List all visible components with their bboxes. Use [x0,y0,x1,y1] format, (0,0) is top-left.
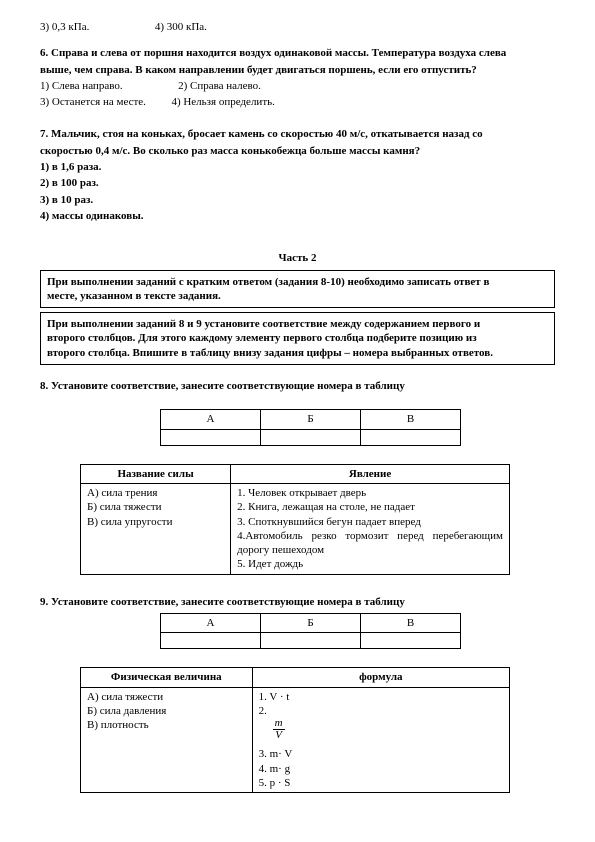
q7-line1: 7. Мальчик, стоя на коньках, бросает кам… [40,127,555,141]
q9-title: 9. Установите соответствие, занесите соо… [40,595,555,609]
q-top-opt4: 4) 300 кПа. [155,20,207,34]
q8-left-a: А) сила трения [87,486,224,500]
q8-ans-v[interactable] [361,429,461,445]
q9-r1: 1. V · t [259,690,503,704]
part2-box2b: второго столбцов. Для этого каждому элем… [47,331,548,345]
q9-r2: 2. [259,705,267,717]
q8-abv-v: В [361,410,461,429]
q9-left-b: Б) сила давления [87,704,246,718]
q8-r1: 1. Человек открывает дверь [237,486,503,500]
q8-abv-a: А [161,410,261,429]
q6-line2: выше, чем справа. В каком направлении бу… [40,63,555,77]
q-top-options: 3) 0,3 кПа. 4) 300 кПа. [40,20,555,34]
part2-title: Часть 2 [40,251,555,265]
q9-frac-wrap: m V [259,718,503,741]
part2-box1a: При выполнении заданий с кратким ответом… [47,275,548,289]
q6-text1: Справа и слева от поршня находится возду… [51,47,506,59]
q8-hdr2: Явление [231,464,510,483]
q8-r5: 5. Идет дождь [237,557,503,571]
q8-ans-a[interactable] [161,429,261,445]
q9-left-v: В) плотность [87,718,246,732]
q9-abv-b: Б [261,614,361,633]
q8-title: 8. Установите соответствие, занесите соо… [40,379,555,393]
q8-left-cell: А) сила трения Б) сила тяжести В) сила у… [81,483,231,574]
q8-right-cell: 1. Человек открывает дверь 2. Книга, леж… [231,483,510,574]
q8-match-table: Название силы Явление А) сила трения Б) … [80,464,510,575]
q9-r3: 3. m· V [259,747,503,761]
q9-abv-v: В [361,614,461,633]
q9-left-cell: А) сила тяжести Б) сила давления В) плот… [81,687,253,792]
part2-box1: При выполнении заданий с кратким ответом… [40,270,555,309]
q8-left-v: В) сила упругости [87,515,224,529]
q9-r5: 5. p · S [259,776,503,790]
q6-opt2: 2) Справа налево. [178,79,261,93]
q9-fraction: m V [273,718,285,741]
q9-hdr1: Физическая величина [81,668,253,687]
q9-left-a: А) сила тяжести [87,690,246,704]
q9-r2-wrap: 2. [259,704,503,718]
q7-opt1: 1) в 1,6 раза. [40,160,555,174]
q9-ans-b[interactable] [261,633,361,649]
part2-box2: При выполнении заданий 8 и 9 установите … [40,312,555,365]
q9-right-cell: 1. V · t 2. m V 3. m· V 4. m· g 5. p · S [252,687,509,792]
q8-ans-b[interactable] [261,429,361,445]
q9-frac-den: V [273,730,285,741]
q8-abv-b: Б [261,410,361,429]
q7-opt2: 2) в 100 раз. [40,176,555,190]
q9-answer-table[interactable]: А Б В [160,613,461,649]
q9-ans-v[interactable] [361,633,461,649]
q6-row1: 1) Слева направо. 2) Справа налево. [40,79,555,93]
q8-left-b: Б) сила тяжести [87,500,224,514]
q6-opt1: 1) Слева направо. [40,79,123,93]
q-top-opt3: 3) 0,3 кПа. [40,20,89,34]
part2-box2a: При выполнении заданий 8 и 9 установите … [47,317,548,331]
q8-r2: 2. Книга, лежащая на столе, не падает [237,500,503,514]
q7-line2: скоростью 0,4 м/с. Во сколько раз масса … [40,144,555,158]
part2-box1b: месте, указанном в тексте задания. [47,289,548,303]
q8-r3: 3. Споткнувшийся бегун падает вперед [237,515,503,529]
q9-match-table: Физическая величина формула А) сила тяже… [80,667,510,793]
q9-r4: 4. m· g [259,762,503,776]
q9-hdr2: формула [252,668,509,687]
q6-opt3: 3) Останется на месте. [40,95,146,109]
q7-text1: Мальчик, стоя на коньках, бросает камень… [51,128,483,140]
q7-opt3: 3) в 10 раз. [40,193,555,207]
q8-answer-table[interactable]: А Б В [160,409,461,445]
q8-r4: 4.Автомобиль резко тормозит перед перебе… [237,529,503,558]
q6-line1: 6. Справа и слева от поршня находится во… [40,46,555,60]
q6-row2: 3) Останется на месте. 4) Нельзя определ… [40,95,555,109]
q9-ans-a[interactable] [161,633,261,649]
q9-abv-a: А [161,614,261,633]
q6-num: 6. [40,47,48,59]
q8-hdr1: Название силы [81,464,231,483]
part2-box2c: второго столбца. Впишите в таблицу внизу… [47,346,548,360]
q6-opt4: 4) Нельзя определить. [171,95,274,109]
q7-opt4: 4) массы одинаковы. [40,209,555,223]
q7-num: 7. [40,128,48,140]
